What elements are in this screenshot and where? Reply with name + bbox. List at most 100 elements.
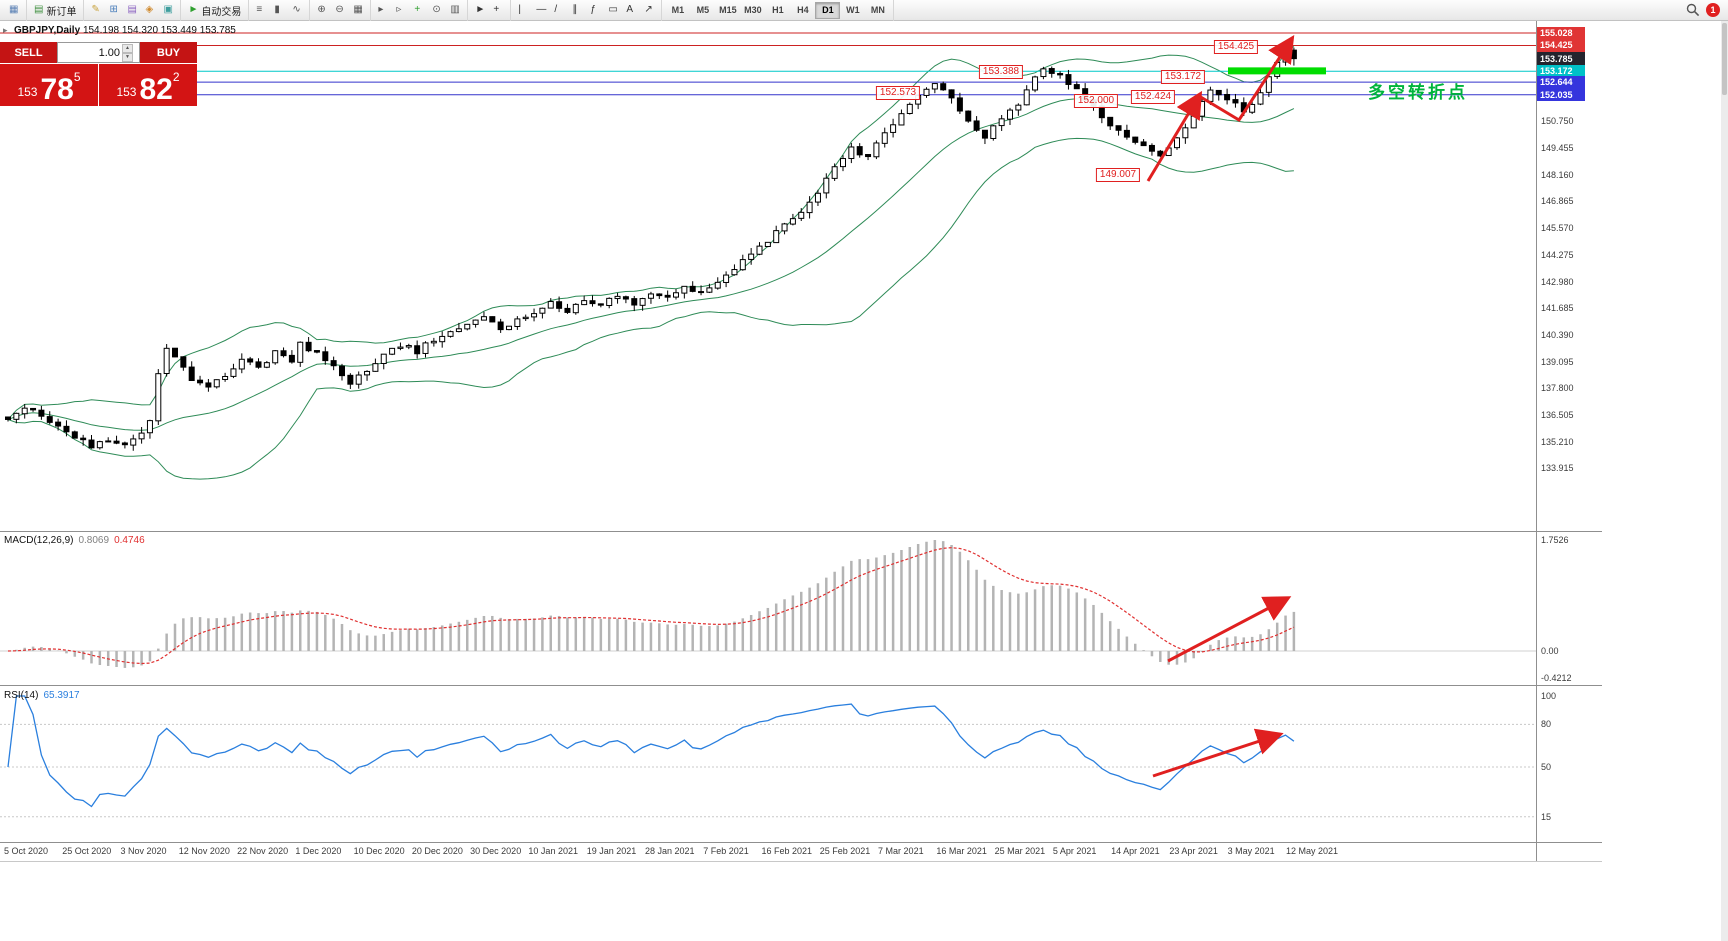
text-button[interactable]: A [622,2,640,19]
panel-separator-dates[interactable] [0,842,1602,843]
data-window-button[interactable]: ▤ [123,2,141,19]
autotrading-button[interactable]: ► 自动交易 [184,2,245,19]
timeframe-D1-button[interactable]: D1 [815,1,841,19]
horizontal-line-icon: — [536,4,547,15]
date-label: 7 Feb 2021 [703,846,749,856]
buy-price-prefix: 153 [116,85,137,99]
symbol-name: GBPJPY,Daily [14,25,81,36]
sell-button[interactable]: SELL [0,42,57,63]
zoom-out-button[interactable]: ⊖ [331,2,349,19]
vertical-line-button[interactable]: | [514,2,532,19]
macd-name: MACD(12,26,9) [4,535,74,546]
metaeditor-button[interactable]: ✎ [87,2,105,19]
crosshair-button[interactable]: + [489,2,507,19]
toolbar-buttons: ▦ ▤ 新订单 ✎ ⊞ ▤ ◈ ▣ ► 自动交易 ≡ ▮ ∿ ⊕ ⊖ ▦ ▸ ▹ + ⊙ ▥ ► + | — / ∥ ƒ ▭ A ↗ M1 M5… [2,0,895,21]
periods-button[interactable]: ⊙ [428,2,446,19]
price-scale-label: 133.915 [1541,463,1574,474]
timeframe-H4-button[interactable]: H4 [797,5,809,15]
candlestick-chart-button[interactable]: ▮ [270,2,288,19]
price-axis-border [1536,21,1537,861]
cursor-icon: ► [475,4,486,15]
timeframe-M30-button[interactable]: M30 [744,5,762,15]
timeframe-M1-button[interactable]: M1 [671,5,685,15]
chart-window-button[interactable]: ▦ [5,2,23,19]
symbol-header: GBPJPY,Daily 154.198 154.320 153.449 153… [14,25,236,36]
price-scale-label: 139.095 [1541,356,1574,367]
price-scale-label: 145.570 [1541,223,1574,234]
chart-shift-button[interactable]: ▹ [392,2,410,19]
buy-button[interactable]: BUY [140,42,197,63]
rsi-scale-label: 50 [1541,762,1552,772]
sell-price-prefix: 153 [17,85,38,99]
price-scale-label: 142.980 [1541,276,1574,287]
price-scale-label: 150.750 [1541,116,1574,127]
one-click-trading-panel: SELL ▲ ▼ BUY 153 78 5 153 82 2 [0,42,197,106]
navigator-button[interactable]: ◈ [141,2,159,19]
price-scale-label: 144.275 [1541,249,1574,260]
price-annotation: 152.573 [875,86,921,100]
date-label: 5 Oct 2020 [4,846,49,856]
toolbar-group: ► + [468,0,512,21]
new-order-button[interactable]: ▤ 新订单 [30,2,80,19]
volume-input[interactable] [58,46,120,59]
auto-scroll-button[interactable]: ▸ [374,2,392,19]
panel-separator-rsi[interactable] [0,685,1602,686]
chart-shift-icon: ▹ [396,4,402,15]
timeframe-M5-button[interactable]: M5 [696,5,710,15]
templates-button[interactable]: ▥ [446,2,464,19]
date-label: 14 Apr 2021 [1111,846,1160,856]
notification-badge[interactable]: 1 [1706,3,1720,17]
timeframe-M15-button[interactable]: M15 [719,5,737,15]
trendline-button[interactable]: / [550,2,568,19]
price-scale-label: 136.505 [1541,410,1574,421]
sell-price-button[interactable]: 153 78 5 [0,64,98,106]
macd-scale-label: -0.4212 [1541,672,1572,683]
channel-button[interactable]: ∥ [568,2,586,19]
terminal-button[interactable]: ▣ [159,2,177,19]
cursor-button[interactable]: ► [471,2,489,19]
chart-expand-icon[interactable]: ▸ [3,25,8,35]
price-scale-label: 140.390 [1541,329,1574,340]
price-scale-label: 149.455 [1541,142,1574,153]
volume-decrease-button[interactable]: ▼ [122,52,133,62]
bar-chart-button[interactable]: ≡ [252,2,270,19]
buy-price-button[interactable]: 153 82 2 [99,64,197,106]
volume-field: ▲ ▼ [57,42,140,63]
arrow-tool-button[interactable]: ↗ [640,2,658,19]
date-label: 25 Mar 2021 [994,846,1046,856]
rsi-label: RSI(14) 65.3917 [4,690,85,701]
market-watch-button[interactable]: ⊞ [105,2,123,19]
bar-chart-icon: ≡ [256,4,263,15]
rsi-scale-label: 80 [1541,719,1552,730]
rsi-scale-label: 15 [1541,811,1552,822]
timeframe-W1-button[interactable]: W1 [846,5,860,15]
fibonacci-button[interactable]: ƒ [586,2,604,19]
zoom-in-button[interactable]: ⊕ [313,2,331,19]
market-watch-icon: ⊞ [109,4,118,15]
vertical-scrollbar[interactable] [1721,21,1728,941]
price-level-badge: 155.028 [1537,26,1585,40]
shapes-button[interactable]: ▭ [604,2,622,19]
search-icon[interactable] [1686,3,1700,17]
date-label: 20 Dec 2020 [411,846,463,856]
new-order-label: 新订单 [46,6,77,18]
macd-label: MACD(12,26,9) 0.8069 0.4746 [4,535,150,546]
indicators-button[interactable]: + [410,2,428,19]
date-label: 10 Jan 2021 [528,846,578,856]
tile-windows-button[interactable]: ▦ [349,2,367,19]
timeframe-H1-button[interactable]: H1 [772,5,784,15]
volume-increase-button[interactable]: ▲ [122,43,133,53]
macd-signal-value: 0.4746 [114,535,145,546]
panel-separator-macd[interactable] [0,531,1602,532]
zoom-out-icon: ⊖ [335,4,344,15]
horizontal-line-button[interactable]: — [532,2,550,19]
scrollbar-thumb[interactable] [1722,23,1727,95]
price-level-badge: 153.785 [1537,52,1585,66]
date-label: 28 Jan 2021 [644,846,695,856]
line-chart-button[interactable]: ∿ [288,2,306,19]
price-annotation: 152.424 [1130,90,1176,104]
toolbar-right: 1 [1686,3,1726,17]
timeframe-MN-button[interactable]: MN [870,5,885,15]
